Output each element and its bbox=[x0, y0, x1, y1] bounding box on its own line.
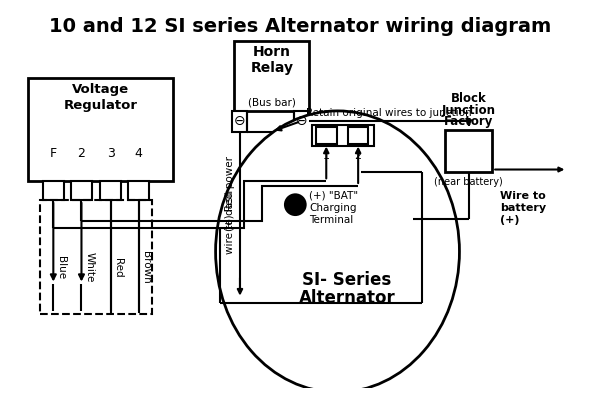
Text: 2: 2 bbox=[77, 147, 85, 160]
Text: (Bus bar): (Bus bar) bbox=[248, 98, 296, 108]
Bar bbox=[232, 111, 247, 132]
Bar bbox=[40, 200, 152, 314]
Text: 4: 4 bbox=[135, 147, 143, 160]
Text: Horn: Horn bbox=[253, 45, 291, 59]
Bar bbox=[316, 127, 337, 144]
Text: White: White bbox=[84, 252, 94, 283]
Text: SI- Series: SI- Series bbox=[302, 271, 392, 289]
Text: Red: Red bbox=[113, 258, 124, 277]
Text: Charging: Charging bbox=[310, 203, 357, 213]
Text: (+) Red power: (+) Red power bbox=[225, 156, 235, 232]
Text: (+) "BAT": (+) "BAT" bbox=[310, 191, 359, 201]
Text: Factory: Factory bbox=[444, 115, 494, 128]
Bar bbox=[71, 181, 92, 200]
Bar bbox=[295, 111, 310, 132]
Bar bbox=[312, 125, 374, 146]
Text: Brown: Brown bbox=[142, 251, 151, 284]
Text: F: F bbox=[50, 147, 57, 160]
Text: Voltage: Voltage bbox=[72, 83, 129, 96]
Ellipse shape bbox=[215, 111, 460, 392]
Text: Blue: Blue bbox=[56, 256, 66, 279]
Text: (+): (+) bbox=[500, 215, 519, 225]
Text: 1: 1 bbox=[323, 151, 330, 161]
Bar bbox=[235, 40, 310, 111]
Text: Junction: Junction bbox=[442, 104, 496, 116]
Bar bbox=[348, 127, 368, 144]
Text: Block: Block bbox=[451, 92, 487, 105]
Text: (near battery): (near battery) bbox=[434, 176, 503, 186]
Text: wire to dash: wire to dash bbox=[225, 190, 235, 254]
Bar bbox=[43, 181, 64, 200]
Text: Terminal: Terminal bbox=[310, 215, 353, 225]
Text: ⊖: ⊖ bbox=[234, 114, 246, 128]
Circle shape bbox=[285, 194, 305, 215]
Text: Regulator: Regulator bbox=[64, 99, 137, 112]
Text: 10 and 12 SI series Alternator wiring diagram: 10 and 12 SI series Alternator wiring di… bbox=[49, 17, 551, 36]
Text: Retain original wires to junction: Retain original wires to junction bbox=[306, 108, 472, 118]
Text: Wire to: Wire to bbox=[500, 191, 545, 201]
Text: Relay: Relay bbox=[250, 61, 293, 75]
Bar bbox=[445, 130, 492, 172]
Text: 2: 2 bbox=[355, 151, 362, 161]
Bar bbox=[28, 78, 173, 181]
Text: Alternator: Alternator bbox=[299, 290, 395, 308]
Text: ⊖: ⊖ bbox=[296, 114, 308, 128]
Text: battery: battery bbox=[500, 203, 546, 213]
Bar bbox=[100, 181, 121, 200]
Bar bbox=[128, 181, 149, 200]
Text: 3: 3 bbox=[107, 147, 115, 160]
